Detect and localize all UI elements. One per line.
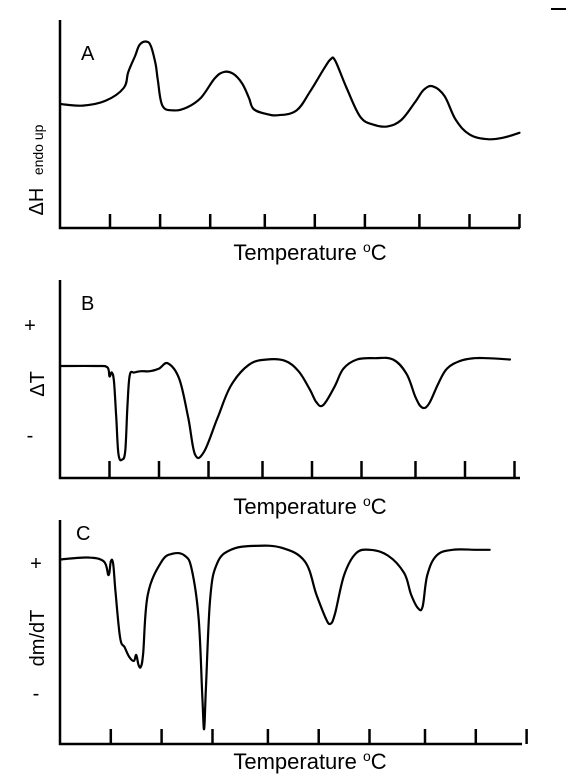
panel-b: B + - ΔT Temperature oC (24, 280, 520, 519)
panel-a-curve (58, 40, 521, 141)
panel-c-ylabel: dm/dT (27, 610, 49, 667)
svg-text:dm/dT: dm/dT (27, 610, 49, 667)
panel-b-ylabel: ΔT (27, 371, 49, 397)
panel-c-plus-sign: + (30, 553, 42, 575)
panel-c-ticks (109, 729, 528, 744)
panel-c-letter: C (76, 523, 90, 545)
panel-b-xlabel: Temperature oC (233, 493, 386, 519)
panel-b-axes (58, 280, 520, 480)
panel-c-xlabel: Temperature oC (233, 748, 386, 774)
panel-c-axes (58, 520, 522, 746)
panel-a-ylabel: ΔH endo up (26, 124, 48, 215)
svg-text:ΔT: ΔT (27, 371, 49, 397)
panel-c-curve (58, 544, 491, 731)
panel-c-minus-sign: - (33, 683, 40, 705)
panel-a-ylabel-main: ΔH (26, 188, 48, 216)
panel-b-letter: B (81, 293, 94, 315)
panel-c: C + - dm/dT Temperature oC (27, 520, 528, 774)
panel-b-minus-sign: - (27, 425, 34, 447)
panel-a-ticks (108, 214, 521, 228)
panel-a-xlabel: Temperature oC (233, 239, 386, 265)
svg-text:ΔH endo up: ΔH endo up (26, 124, 48, 215)
panel-b-plus-sign: + (24, 315, 36, 337)
panel-b-curve (58, 356, 512, 462)
panel-a-letter: A (81, 43, 95, 65)
panel-a-axes (58, 20, 520, 230)
panel-a: A ΔH endo up Temperature oC (26, 20, 521, 265)
panel-b-ticks (108, 461, 516, 478)
panel-a-ylabel-sub: endo up (30, 124, 46, 175)
